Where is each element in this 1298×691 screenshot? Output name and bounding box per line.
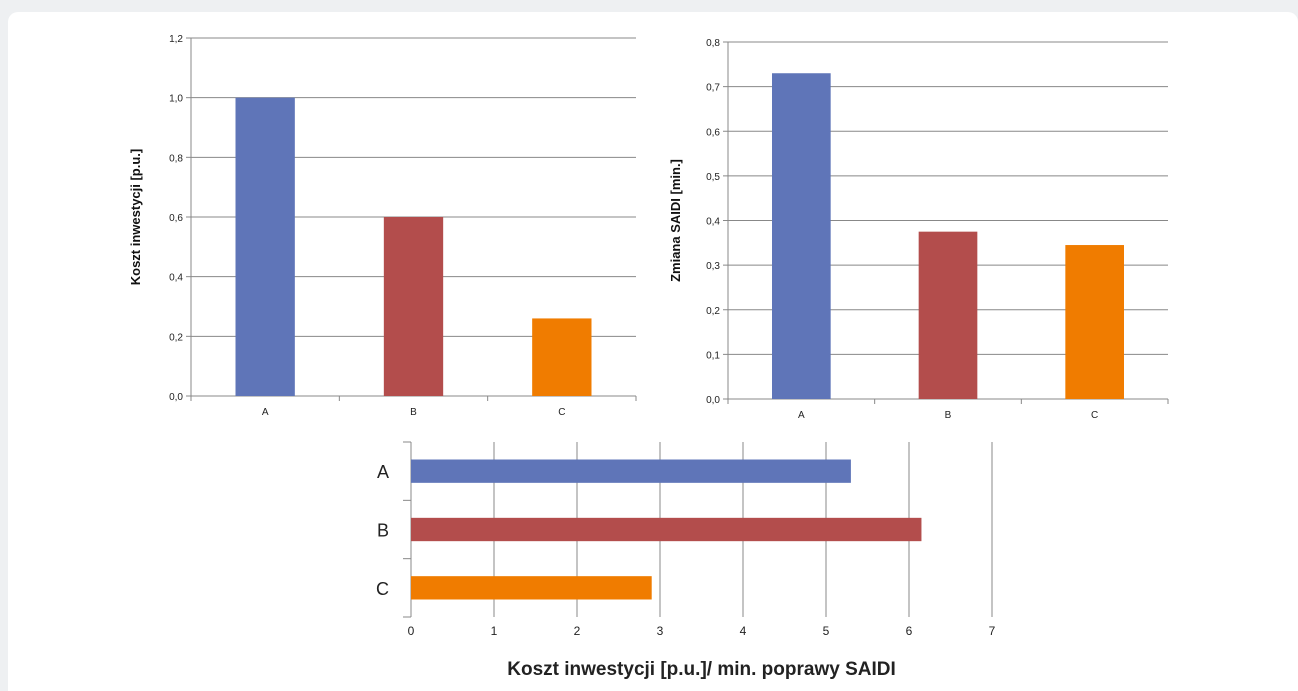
y-tick-label: 0,8 — [169, 153, 183, 164]
x-tick-label: 5 — [823, 624, 830, 638]
y-tick-label: 0,2 — [169, 332, 183, 343]
y-tick-label: 1,0 — [169, 94, 183, 105]
bar-a — [772, 73, 831, 400]
y-tick-label: 1,2 — [169, 34, 183, 45]
x-tick-label: 0 — [408, 624, 415, 638]
y-tick-label: 0,0 — [169, 392, 183, 403]
y-tick-label: 0,4 — [169, 273, 183, 284]
y-axis-title-1: Koszt inwestycji [p.u.] — [128, 149, 143, 286]
x-category-label: A — [262, 407, 269, 418]
y-tick-label: 0,8 — [706, 38, 720, 49]
x-category-label: C — [558, 407, 565, 418]
bar-b — [383, 217, 444, 396]
x-tick-label: 1 — [491, 624, 498, 638]
bar-c — [532, 318, 592, 396]
y-tick-label: 0,6 — [169, 213, 183, 224]
y-tick-label: 0,1 — [706, 350, 720, 361]
y-tick-label: 0,6 — [706, 127, 720, 138]
y-tick-label: 0,3 — [706, 261, 720, 272]
x-category-label: B — [410, 407, 417, 418]
x-category-label: C — [1091, 410, 1098, 421]
y-tick-label: 0,0 — [706, 395, 720, 406]
x-tick-label: 7 — [989, 624, 996, 638]
x-tick-label: 2 — [574, 624, 581, 638]
x-category-label: A — [798, 410, 805, 421]
y-axis-title-2: Zmiana SAIDI [min.] — [668, 159, 683, 282]
y-category-label: B — [377, 521, 389, 541]
bar-a — [411, 459, 851, 483]
bar-a — [235, 97, 295, 397]
y-tick-label: 0,7 — [706, 83, 720, 94]
x-tick-label: 6 — [906, 624, 913, 638]
bar-c — [1065, 245, 1124, 399]
x-tick-label: 3 — [657, 624, 664, 638]
bar-c — [411, 576, 652, 600]
y-tick-label: 0,4 — [706, 217, 720, 228]
y-category-label: A — [377, 462, 389, 482]
y-tick-label: 0,5 — [706, 172, 720, 183]
x-tick-label: 4 — [740, 624, 747, 638]
x-category-label: B — [945, 410, 952, 421]
x-axis-title: Koszt inwestycji [p.u.]/ min. poprawy SA… — [507, 659, 896, 680]
bar-b — [918, 231, 978, 399]
bar-b — [411, 517, 922, 542]
y-tick-label: 0,2 — [706, 306, 720, 317]
y-category-label: C — [376, 579, 389, 599]
